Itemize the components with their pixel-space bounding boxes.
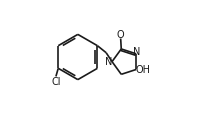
Text: N: N <box>106 57 113 66</box>
Text: O: O <box>117 30 125 40</box>
Text: Cl: Cl <box>51 76 61 86</box>
Text: OH: OH <box>136 64 151 74</box>
Text: N: N <box>133 46 140 56</box>
